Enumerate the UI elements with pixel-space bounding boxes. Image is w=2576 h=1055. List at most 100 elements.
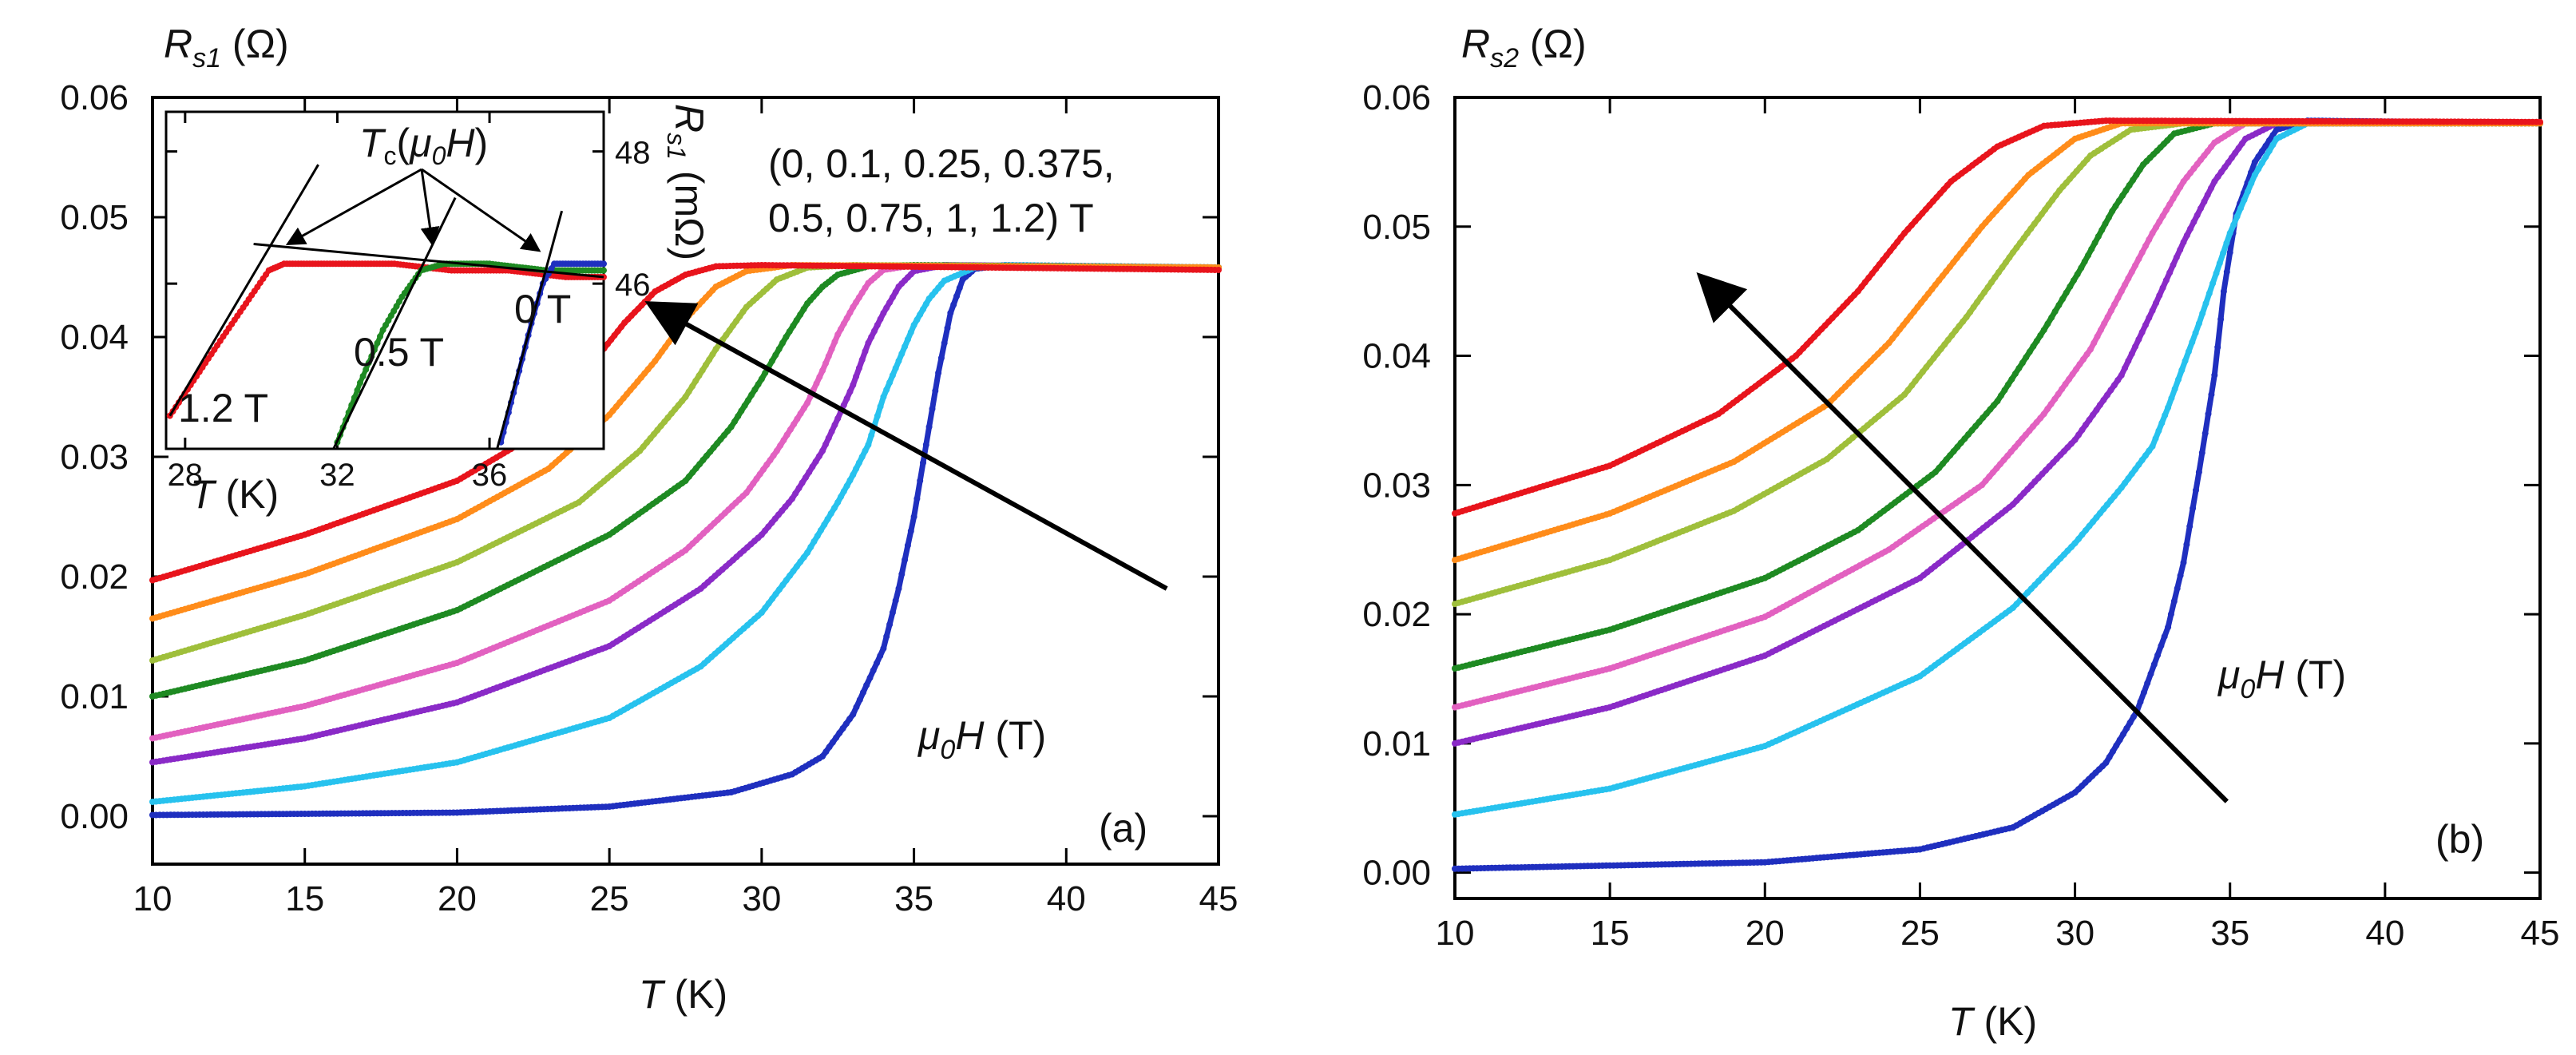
data-point [2071,277,2077,284]
data-point [2042,206,2049,213]
data-point [2051,307,2059,315]
data-point [2016,240,2023,247]
data-point [895,585,902,592]
panel-a-x-tick-labels: 10 15 20 25 30 35 40 45 [133,879,1238,918]
data-point [2171,385,2178,392]
data-point [379,327,386,334]
data-point [806,469,813,476]
data-point [1960,245,1968,252]
data-point [702,362,709,368]
data-point [712,346,719,352]
data-point [838,326,844,333]
data-point [2040,327,2047,334]
panel-a-field-arrow [644,301,1168,591]
data-point [2104,314,2111,320]
data-point [2162,276,2170,284]
data-point [2199,310,2206,317]
data-point [1934,350,1941,357]
data-point [1986,473,1993,480]
data-point [396,298,402,305]
data-point [807,544,814,550]
data-point [2156,292,2163,299]
data-point [853,299,860,306]
data-point [828,428,835,435]
data-point [2251,172,2258,179]
data-point [2167,611,2174,618]
data-point [2066,375,2073,383]
data-point [1900,322,1907,328]
data-point [2111,300,2118,307]
data-point [1907,312,1914,319]
panel-a-series [149,262,1222,819]
data-point [783,577,790,584]
data-point [767,457,774,464]
x-tick-label: 28 [168,458,204,493]
data-point [2088,245,2095,252]
data-point [1941,341,1948,348]
data-point [2122,479,2129,486]
data-point [813,380,820,387]
data-point [2187,225,2194,232]
data-point [2009,249,2016,256]
x-tick-label: 32 [319,458,355,493]
data-point [2123,725,2130,732]
data-point [2149,229,2156,236]
data-point [886,621,894,628]
data-point [880,645,887,652]
data-point [1924,290,1932,297]
data-point [904,336,911,343]
data-point [1972,232,1979,239]
data-point [2113,742,2120,749]
data-point [2135,335,2142,343]
data-point [2187,169,2194,176]
data-point [707,448,714,455]
data-point [393,303,400,310]
data-point [664,414,672,421]
data-point [1968,236,1975,244]
data-point [920,306,926,313]
data-point [1911,308,1917,315]
data-point [791,421,798,428]
data-point [2237,204,2244,212]
data-point [2189,339,2196,346]
x-tick-label: 15 [285,879,324,918]
data-point [2122,364,2129,371]
data-point [895,358,902,364]
data-point [606,411,613,418]
panel-a-label: (a) [1099,806,1147,851]
data-point [2083,422,2089,428]
data-point [922,442,929,448]
data-point [2114,377,2122,383]
data-point [809,463,816,470]
data-point [1943,456,1950,463]
series-line-0-75-T [1452,120,2543,607]
data-point [2019,359,2026,367]
data-point [614,327,621,335]
data-point [1943,268,1950,275]
data-point [1947,452,1954,459]
data-point [886,379,894,386]
data-point [871,327,878,335]
data-point [956,284,963,292]
data-point [2168,395,2175,402]
data-point [2000,456,2007,463]
data-point [822,441,829,448]
data-point [1928,286,1936,293]
data-point [2128,350,2135,357]
data-point [2158,419,2166,426]
panel-a-field-values-line2: 0.5, 0.75, 1, 1.2) T [768,196,1094,240]
y-tick-label: 48 [615,136,651,171]
data-point [2214,173,2221,180]
data-point [792,490,799,497]
data-point [604,340,611,347]
data-point [2118,288,2125,295]
data-point [2133,172,2140,179]
data-point [2144,680,2151,687]
data-point [2103,391,2110,399]
data-point [2204,148,2211,155]
data-point [1999,264,2006,271]
data-point [2220,250,2227,256]
data-point [2128,470,2135,478]
data-point [2162,207,2170,214]
data-point [2049,196,2056,204]
